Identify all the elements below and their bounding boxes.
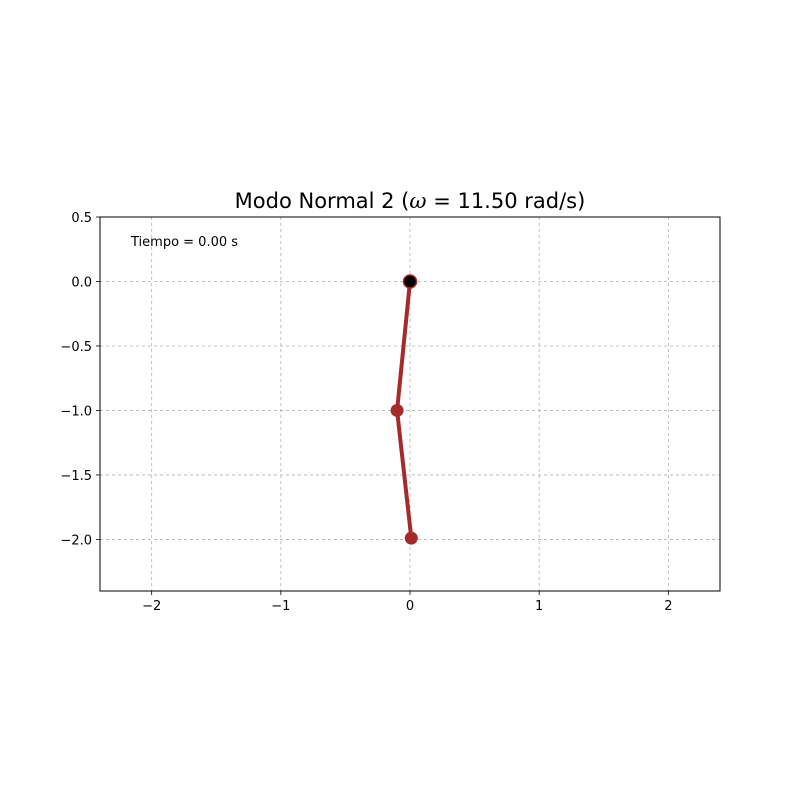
x-tick-label: −1 — [271, 599, 290, 614]
pendulum-mass-1 — [390, 403, 404, 417]
x-tick-label: 0 — [406, 599, 414, 614]
y-tick-label: −2.0 — [60, 533, 92, 548]
y-tick-label: −0.5 — [60, 340, 92, 355]
chart-title: Modo Normal 2 (ω = 11.50 rad/s) — [235, 189, 586, 213]
x-tick-label: 2 — [664, 599, 672, 614]
time-annotation: Tiempo = 0.00 s — [130, 235, 238, 250]
x-tick-label: 1 — [535, 599, 543, 614]
pendulum-masses — [390, 274, 418, 545]
y-tick-label: −1.5 — [60, 469, 92, 484]
x-tick-label: −2 — [142, 599, 161, 614]
y-tick-label: 0.0 — [71, 275, 92, 290]
pendulum-pivot — [402, 274, 418, 289]
y-tick-label: 0.5 — [71, 211, 92, 226]
pendulum-mass-2 — [404, 531, 418, 545]
y-axis-ticks: 0.5 0.0 −0.5 −1.0 −1.5 −2.0 — [60, 211, 100, 548]
y-tick-label: −1.0 — [60, 404, 92, 419]
x-axis-ticks: −2 −1 0 1 2 — [142, 591, 672, 614]
